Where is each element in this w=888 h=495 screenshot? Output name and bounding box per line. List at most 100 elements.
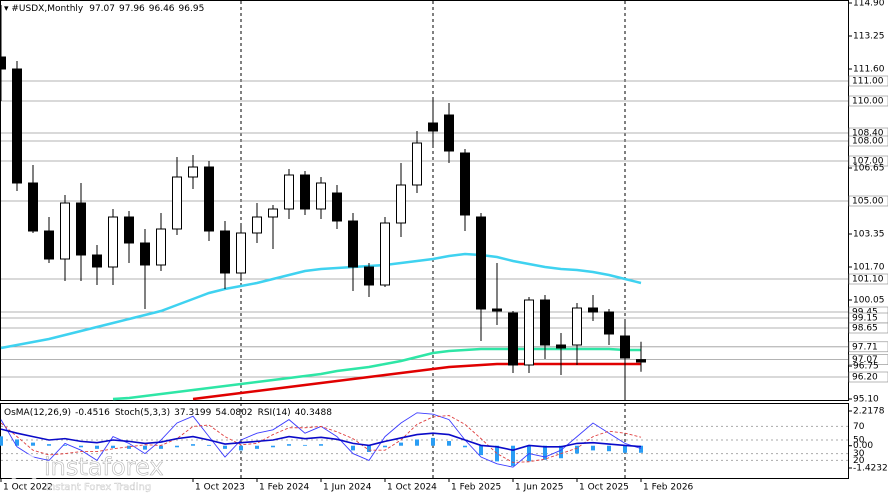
candle-body [444,114,454,152]
candle-body [348,220,358,268]
candle-body [540,299,550,346]
level-label-box [848,95,888,107]
level-label: 99.15 [852,314,878,324]
level-label-box [848,322,888,334]
stoch-d: 54.0802 [215,408,252,418]
y-tick-label: 95.10 [853,395,879,405]
y-tick-label: 111.60 [853,65,885,75]
candle-body [28,182,38,232]
candle-body [220,230,230,274]
candle-body [364,266,374,286]
candle-body [460,152,470,216]
osma-bar [351,445,355,451]
symbol: ▾ [4,4,11,14]
osc-tick-label: 30 [853,449,865,459]
candle-body [252,216,262,234]
stoch-name: Stoch(5,3,3) [115,408,170,418]
candle-body [76,202,86,256]
candle-body [604,311,614,335]
candle-body [172,176,182,230]
level-label: 111.00 [852,77,884,87]
osma-bar [511,445,515,467]
chart-title: #USDX,Monthly [11,4,84,14]
osma-bar [463,445,467,448]
candle-body [636,359,646,363]
candle-body [236,232,246,274]
indicator-header: OsMA(12,26,9) -0.4516 Stoch(5,3,3) 37.3199 5… [4,408,332,418]
osma-bar [271,445,275,448]
brand: instaforex [44,453,164,481]
candle-body [12,68,22,184]
x-tick-label: 1 Feb 2026 [643,483,694,493]
candle-body [300,174,310,210]
candle-body [572,307,582,346]
level-label: 98.65 [852,324,878,334]
osma-value: -0.4516 [75,408,110,418]
x-tick-label: 1 Feb 2024 [259,483,310,493]
level-label: 101.10 [852,275,884,285]
level-label-box [848,75,888,87]
osc-tick-label: 20 [853,456,865,466]
candle-body [108,216,118,268]
osma-bar [223,445,227,449]
level-label: 110.00 [852,97,884,107]
osma-bar [543,445,547,460]
candle-body [156,228,166,266]
candle-body [476,216,486,310]
level-label-box [848,341,888,353]
osma-bar [495,445,499,462]
osma-bar [143,445,147,450]
osma-bar [367,445,371,452]
osc-tick-label: 70 [853,422,865,432]
osma-bar [63,444,67,446]
osma-bar [607,445,611,452]
osma-bar [47,444,51,446]
osma-tick-label: 2.2178 [853,407,885,417]
osma-bar [431,437,435,446]
candle-body [44,230,54,260]
osc-tick-label: 50 [853,436,865,446]
moving-average [192,362,641,401]
level-label-box [848,354,888,365]
osma-bar [399,442,403,446]
osma-bar [111,445,115,449]
level-label: 108.00 [852,137,884,147]
level-label-box [848,371,888,383]
candle-body [92,254,102,268]
candle-body [284,174,294,210]
level-label: 108.40 [852,129,884,139]
osma-bar [159,445,163,449]
osma-bar [447,441,451,446]
last-low: 96.46 [149,4,175,14]
y-tick-label: 114.90 [853,0,885,9]
level-label: 97.07 [852,355,878,365]
rsi-value: 40.3488 [295,408,332,418]
osma-bar [95,445,99,449]
candle-body [508,312,518,366]
x-tick-label: 1 Oct 2022 [3,483,53,493]
osma-bar [15,439,19,446]
rsi-name: RSI(14) [258,408,291,418]
osma-bar [207,444,211,446]
main-frame [0,0,849,401]
level-label: 97.71 [852,342,878,352]
x-tick-label: 1 Jun 2024 [323,483,372,493]
last-high: 97.96 [119,4,145,14]
watermark: instaforex Instant Forex Trading [8,453,164,493]
osma-bar [415,439,419,446]
osma-bar [191,444,195,446]
osma-bar [0,436,3,446]
osma-bar [175,445,179,448]
tagline: Instant Forex Trading [46,482,151,493]
y-tick-label: 103.35 [853,230,885,240]
osma-tick-label: 0.00 [853,441,873,451]
candle-body [0,56,6,70]
level-label: 96.20 [852,373,878,383]
level-label: 105.00 [852,197,884,207]
x-tick-label: 1 Feb 2025 [451,483,501,493]
y-tick-label: 106.65 [853,164,885,174]
candle-body [204,166,214,232]
last-open: 97.07 [89,4,115,14]
candle-body [588,307,598,313]
candle-body [188,166,198,178]
